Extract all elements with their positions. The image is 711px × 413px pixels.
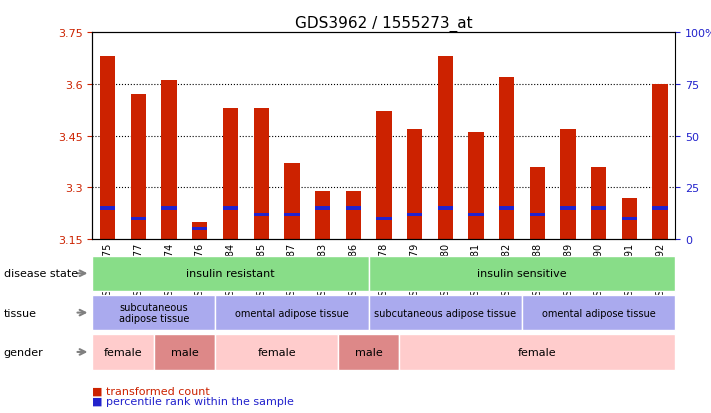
Bar	[284, 213, 299, 216]
Bar	[100, 207, 115, 210]
Bar	[192, 228, 208, 231]
Title: GDS3962 / 1555273_at: GDS3962 / 1555273_at	[295, 16, 473, 32]
Bar	[223, 207, 238, 210]
Text: omental adipose tissue: omental adipose tissue	[235, 308, 349, 318]
Bar	[92, 335, 154, 370]
Bar	[400, 335, 675, 370]
Bar	[591, 207, 606, 210]
Text: insulin resistant: insulin resistant	[186, 268, 275, 279]
Bar	[161, 81, 177, 240]
Bar	[254, 213, 269, 216]
Bar	[92, 295, 215, 330]
Bar	[530, 167, 545, 240]
Bar	[469, 213, 483, 216]
Text: disease state: disease state	[4, 268, 77, 279]
Bar	[131, 217, 146, 221]
Bar	[621, 217, 637, 221]
Bar	[368, 295, 522, 330]
Text: ■ transformed count: ■ transformed count	[92, 385, 210, 395]
Bar	[621, 198, 637, 240]
Text: gender: gender	[4, 347, 43, 357]
Bar	[346, 207, 361, 210]
Bar	[469, 133, 483, 240]
Bar	[653, 85, 668, 240]
Bar	[438, 57, 453, 240]
Text: subcutaneous
adipose tissue: subcutaneous adipose tissue	[119, 302, 189, 324]
Bar	[131, 95, 146, 240]
Bar	[315, 207, 330, 210]
Bar	[254, 109, 269, 240]
Bar	[407, 129, 422, 240]
Bar	[530, 213, 545, 216]
Bar	[591, 167, 606, 240]
Bar	[223, 109, 238, 240]
Bar	[284, 164, 299, 240]
Bar	[560, 129, 576, 240]
Bar	[560, 207, 576, 210]
Text: male: male	[171, 347, 198, 357]
Text: omental adipose tissue: omental adipose tissue	[542, 308, 656, 318]
Text: female: female	[104, 347, 142, 357]
Bar	[376, 217, 392, 221]
Text: tissue: tissue	[4, 308, 36, 318]
Bar	[215, 295, 368, 330]
Bar	[522, 295, 675, 330]
Bar	[407, 213, 422, 216]
Text: male: male	[355, 347, 383, 357]
Text: female: female	[257, 347, 296, 357]
Bar	[215, 335, 338, 370]
Bar	[438, 207, 453, 210]
Bar	[368, 256, 675, 291]
Bar	[376, 112, 392, 240]
Bar	[154, 335, 215, 370]
Text: subcutaneous adipose tissue: subcutaneous adipose tissue	[374, 308, 516, 318]
Bar	[192, 222, 208, 240]
Bar	[100, 57, 115, 240]
Bar	[653, 207, 668, 210]
Bar	[499, 78, 514, 240]
Bar	[346, 191, 361, 240]
Text: ■ percentile rank within the sample: ■ percentile rank within the sample	[92, 396, 294, 406]
Bar	[92, 256, 368, 291]
Bar	[499, 207, 514, 210]
Bar	[161, 207, 177, 210]
Bar	[338, 335, 400, 370]
Bar	[315, 191, 330, 240]
Text: insulin sensitive: insulin sensitive	[477, 268, 567, 279]
Text: female: female	[518, 347, 557, 357]
